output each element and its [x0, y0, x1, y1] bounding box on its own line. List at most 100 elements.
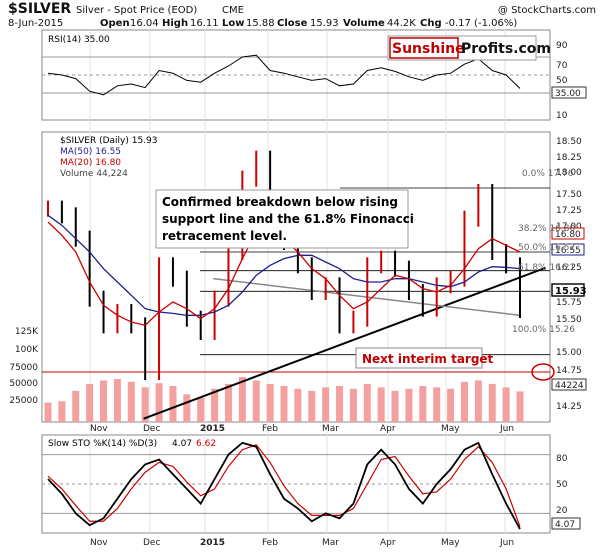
- high-value: 16.11: [190, 18, 219, 29]
- volume-bar: [419, 386, 427, 422]
- low-label: Low: [222, 18, 244, 29]
- annotation-box: [155, 189, 409, 249]
- volume-bar: [72, 390, 80, 422]
- volume-bar: [294, 388, 302, 422]
- xbot-label-mar: Mar: [322, 538, 339, 548]
- chart-exchange: CME: [222, 5, 244, 16]
- volume-bar: [211, 388, 219, 422]
- ma20-legend: MA(20) 16.80: [60, 158, 121, 168]
- volume-bar: [86, 383, 94, 422]
- volume-bar: [252, 380, 260, 422]
- volume-bar: [197, 397, 205, 422]
- chart-name: Silver - Spot Price (EOD): [76, 5, 197, 16]
- brand-part2: Profits.com: [461, 41, 551, 57]
- xbot-label-dec: Dec: [143, 538, 160, 548]
- price-tick-17-50: 17.50: [556, 190, 582, 200]
- volume-bar: [502, 387, 510, 422]
- volume-bar: [169, 386, 177, 422]
- price-tick-14-25: 14.25: [556, 402, 582, 412]
- price-tick-14-75: 14.75: [556, 366, 582, 376]
- price-tick-15-00: 15.00: [556, 348, 582, 358]
- rsi-legend: RSI(14) 35.00: [48, 35, 110, 45]
- chg-label: Chg: [420, 18, 442, 29]
- rsi-tick-90: 90: [556, 41, 568, 51]
- ma50-legend: MA(50) 16.55: [60, 147, 121, 157]
- ma50-badge-text: 16.55: [555, 246, 581, 256]
- xbot-label-apr: Apr: [380, 538, 396, 548]
- volume-bar: [308, 390, 316, 422]
- volume-bar: [266, 383, 274, 422]
- copyright-text: @ StockCharts.com: [498, 5, 596, 16]
- volume-bar: [44, 402, 52, 422]
- fib-label-38: 38.2% 16.80: [518, 224, 575, 234]
- brand-logo-left: [389, 37, 459, 59]
- volume-bar: [391, 390, 399, 422]
- volume-bar: [349, 388, 357, 422]
- volume-bar: [141, 387, 149, 422]
- volume-bar: [433, 387, 441, 422]
- xmid-label-dec: Dec: [143, 424, 160, 434]
- volume-badge: [551, 378, 587, 391]
- volume-tick-25000: 25000: [9, 396, 38, 406]
- sto-tick-20: 20: [556, 506, 568, 516]
- volume-label: Volume: [343, 18, 385, 29]
- ma50-line: [47, 214, 521, 316]
- volume-tick-100k: 100K: [15, 345, 39, 355]
- target-circle: [531, 363, 555, 381]
- volume-tick-75000: 75000: [9, 363, 38, 373]
- volume-value: 44.2K: [387, 18, 416, 29]
- rsi-tick-10: 10: [556, 111, 568, 121]
- xbot-label-jun: Jun: [499, 538, 514, 548]
- volume-bar: [336, 386, 344, 422]
- close-label: Close: [277, 18, 308, 29]
- open-value: 16.04: [130, 18, 159, 29]
- sto-legend-d: 6.62: [196, 439, 216, 449]
- volume-bar: [183, 394, 191, 422]
- chg-value: -0.17 (-1.06%): [445, 18, 517, 29]
- xmid-label-mar: Mar: [322, 424, 339, 434]
- high-label: High: [162, 18, 188, 29]
- target-box: [355, 347, 483, 369]
- xbot-label-2015: 2015: [200, 538, 225, 548]
- sto-legend-label: Slow STO %K(14) %D(3): [48, 439, 157, 449]
- price-tick-18-00: 18.00: [556, 168, 582, 178]
- rsi-badge-text: 35.00: [555, 89, 581, 99]
- sto-tick-50: 50: [556, 480, 568, 490]
- xbot-label-nov: Nov: [90, 538, 108, 548]
- header-date: 8-Jun-2015: [8, 18, 63, 29]
- chart-symbol: $SILVER: [8, 1, 71, 17]
- xmid-label-jun: Jun: [499, 424, 514, 434]
- price-tick-17-00: 17.00: [556, 222, 582, 232]
- volume-bar: [224, 383, 232, 422]
- ma20-badge: [551, 227, 585, 240]
- volume-bar: [405, 388, 413, 422]
- volume-bar: [377, 387, 385, 422]
- volume-bar: [58, 401, 66, 422]
- close-badge: [551, 283, 585, 297]
- volume-bar: [127, 381, 135, 422]
- volume-bar: [280, 386, 288, 422]
- volume-bar: [516, 391, 524, 422]
- rsi-line: [47, 54, 521, 96]
- volume-tick-125k: 125K: [15, 327, 39, 337]
- price-tick-17-25: 17.25: [556, 206, 582, 216]
- volume-bar: [322, 387, 330, 422]
- volume-bar: [447, 388, 455, 422]
- open-label: Open: [100, 18, 130, 29]
- price-tick-18-50: 18.50: [556, 137, 582, 147]
- volume-bar: [363, 383, 371, 422]
- volume-bar: [238, 377, 246, 422]
- sto-badge-text: 4.07: [555, 520, 575, 530]
- xbot-label-feb: Feb: [262, 538, 278, 548]
- fib-label-0: 0.0% 17.76: [522, 169, 574, 179]
- support-line: [143, 267, 546, 420]
- sto-k-line: [47, 441, 521, 530]
- xmid-label-apr: Apr: [380, 424, 396, 434]
- ma20-badge-text: 16.80: [555, 230, 581, 240]
- target-label: Next interim target: [362, 352, 494, 366]
- annotation-line3: retracement level.: [162, 229, 287, 243]
- volume-bar: [100, 380, 108, 422]
- close-badge-text: 15.93: [555, 286, 587, 297]
